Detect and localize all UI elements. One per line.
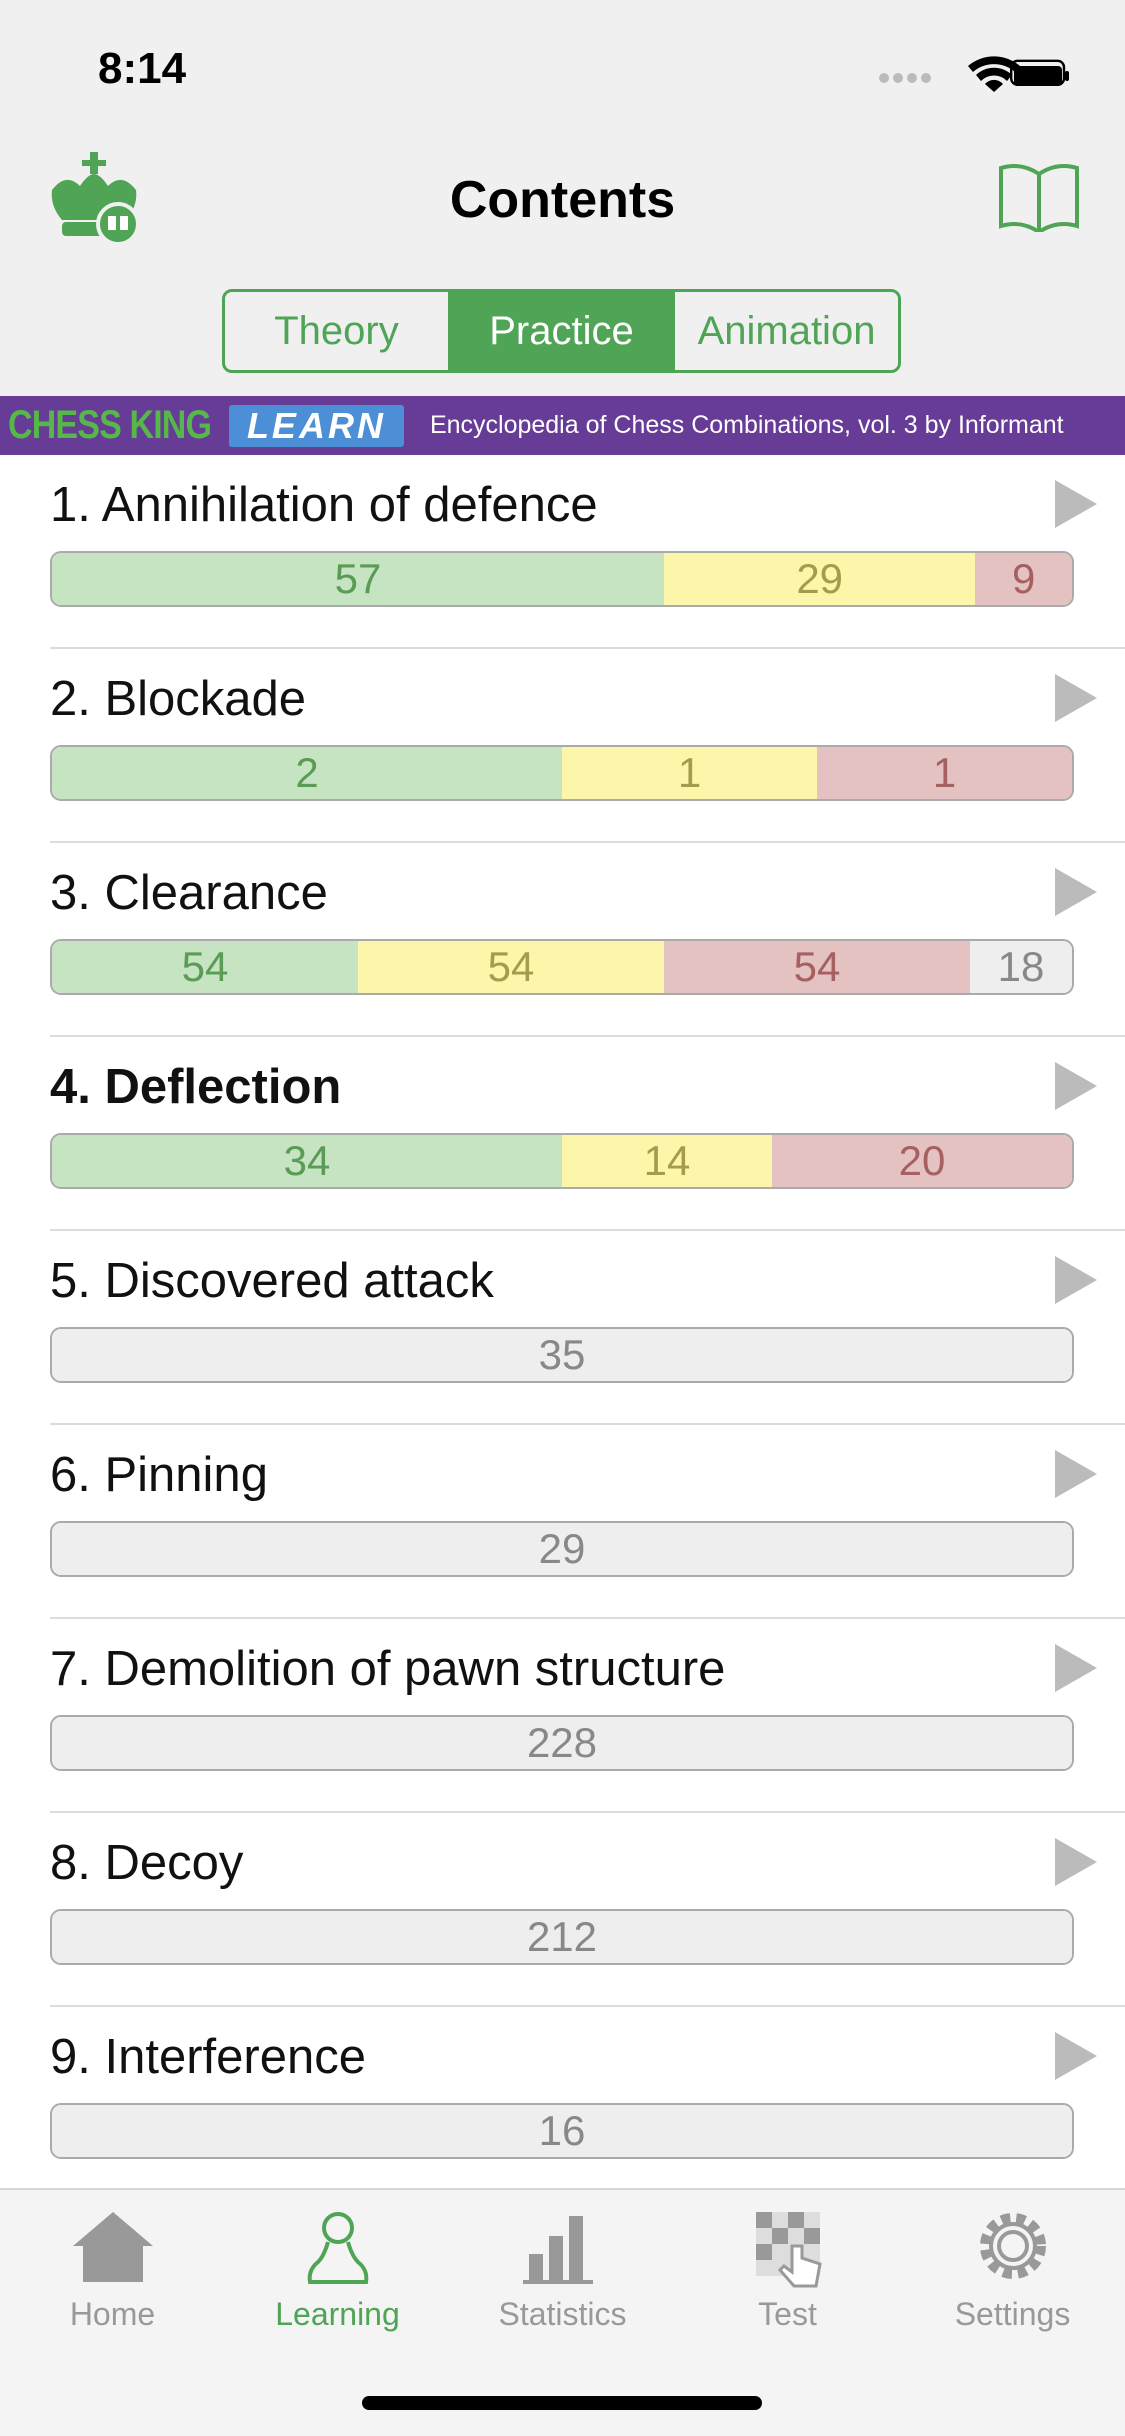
chapter-title: 7. Demolition of pawn structure xyxy=(50,1642,726,1696)
status-icons xyxy=(879,56,1069,92)
progress-bar: 212 xyxy=(50,1909,1074,1965)
progress-segment: 35 xyxy=(52,1329,1072,1381)
progress-bar: 29 xyxy=(50,1521,1074,1577)
play-button[interactable] xyxy=(1055,674,1097,727)
progress-segment: 14 xyxy=(562,1135,772,1187)
tab-bar-item[interactable]: Learning xyxy=(225,2190,450,2360)
tab-icon xyxy=(450,2190,675,2295)
progress-segment: 228 xyxy=(52,1717,1072,1769)
banner-badge: LEARN xyxy=(228,404,404,447)
tab-label: Learning xyxy=(275,2296,400,2332)
chapter-title: 3. Clearance xyxy=(50,866,328,920)
progress-bar: 35 xyxy=(50,1327,1074,1383)
progress-segment: 29 xyxy=(52,1523,1072,1575)
progress-segment: 34 xyxy=(52,1135,562,1187)
tab-bar-item[interactable]: Settings xyxy=(900,2190,1125,2360)
play-button[interactable] xyxy=(1055,1838,1097,1891)
chapter-row[interactable]: 1. Annihilation of defence 57 29 9 xyxy=(50,455,1125,649)
progress-bar: 34 14 20 xyxy=(50,1133,1074,1189)
progress-segment: 54 xyxy=(52,941,358,993)
progress-segment: 20 xyxy=(772,1135,1072,1187)
banner-brand: CHESS KING xyxy=(8,403,212,447)
progress-segment: 54 xyxy=(664,941,970,993)
progress-segment: 212 xyxy=(52,1911,1072,1963)
progress-bar: 54 54 54 18 xyxy=(50,939,1074,995)
play-button[interactable] xyxy=(1055,1450,1097,1503)
progress-segment: 1 xyxy=(817,747,1072,799)
chapter-row[interactable]: 5. Discovered attack 35 xyxy=(50,1231,1125,1425)
segment-tab[interactable]: Animation xyxy=(673,292,898,370)
progress-segment: 16 xyxy=(52,2105,1072,2157)
app-logo[interactable] xyxy=(46,150,142,246)
play-button[interactable] xyxy=(1055,868,1097,921)
segment-tab[interactable]: Theory xyxy=(274,308,399,353)
chapter-row[interactable]: 9. Interference 16 xyxy=(50,2007,1125,2188)
progress-segment: 57 xyxy=(52,553,664,605)
chapter-row[interactable]: 6. Pinning 29 xyxy=(50,1425,1125,1619)
home-indicator xyxy=(362,2396,762,2410)
chapter-title: 6. Pinning xyxy=(50,1448,268,1502)
chapter-title: 8. Decoy xyxy=(50,1836,244,1890)
chapter-title: 1. Annihilation of defence xyxy=(50,478,598,532)
tab-bar-item[interactable]: Test xyxy=(675,2190,900,2360)
play-button[interactable] xyxy=(1055,1644,1097,1697)
progress-segment: 18 xyxy=(970,941,1072,993)
progress-bar: 57 29 9 xyxy=(50,551,1074,607)
chapter-title: 5. Discovered attack xyxy=(50,1254,494,1308)
tab-label: Test xyxy=(758,2296,817,2332)
tab-bar-item[interactable]: Home xyxy=(0,2190,225,2360)
tab-label: Settings xyxy=(954,2296,1071,2332)
progress-bar: 16 xyxy=(50,2103,1074,2159)
banner-text: Encyclopedia of Chess Combinations, vol.… xyxy=(429,411,1064,439)
progress-segment: 2 xyxy=(52,747,562,799)
chapter-row[interactable]: 8. Decoy 212 xyxy=(50,1813,1125,2007)
chapter-row[interactable]: 3. Clearance 54 54 54 18 xyxy=(50,843,1125,1037)
chapter-title: 4. Deflection xyxy=(50,1060,342,1114)
progress-segment: 29 xyxy=(664,553,976,605)
tab-label: Home xyxy=(69,2296,156,2332)
play-button[interactable] xyxy=(1055,1256,1097,1309)
header-title: Contents xyxy=(449,171,676,229)
banner[interactable]: CHESS KING LEARN Encyclopedia of Chess C… xyxy=(0,396,1125,455)
chapter-list: 1. Annihilation of defence 57 29 9 2. Blocka… xyxy=(0,455,1125,2188)
tab-icon xyxy=(675,2190,900,2295)
status-time: 8:14 xyxy=(98,44,187,93)
chapter-title: 2. Blockade xyxy=(50,672,307,726)
tab-bar: Home Learning Statistics Test Settings xyxy=(0,2188,1125,2436)
chapter-title: 9. Interference xyxy=(50,2030,366,2084)
chapter-row[interactable]: 4. Deflection 34 14 20 xyxy=(50,1037,1125,1231)
chapter-row[interactable]: 2. Blockade 2 1 1 xyxy=(50,649,1125,843)
play-button[interactable] xyxy=(1055,1062,1097,1115)
segmented-control: Theory Practice Animation xyxy=(222,289,901,373)
tab-label: Statistics xyxy=(498,2296,627,2332)
progress-segment: 1 xyxy=(562,747,817,799)
progress-bar: 228 xyxy=(50,1715,1074,1771)
play-button[interactable] xyxy=(1055,480,1097,533)
progress-segment: 9 xyxy=(975,553,1072,605)
segment-tab[interactable]: Practice xyxy=(448,292,673,370)
progress-segment: 54 xyxy=(358,941,664,993)
chapter-row[interactable]: 7. Demolition of pawn structure 228 xyxy=(50,1619,1125,1813)
play-button[interactable] xyxy=(1055,2032,1097,2085)
tab-icon xyxy=(225,2190,450,2295)
tab-bar-item[interactable]: Statistics xyxy=(450,2190,675,2360)
book-icon[interactable] xyxy=(998,160,1080,232)
tab-icon xyxy=(900,2190,1125,2295)
tab-icon xyxy=(0,2190,225,2295)
